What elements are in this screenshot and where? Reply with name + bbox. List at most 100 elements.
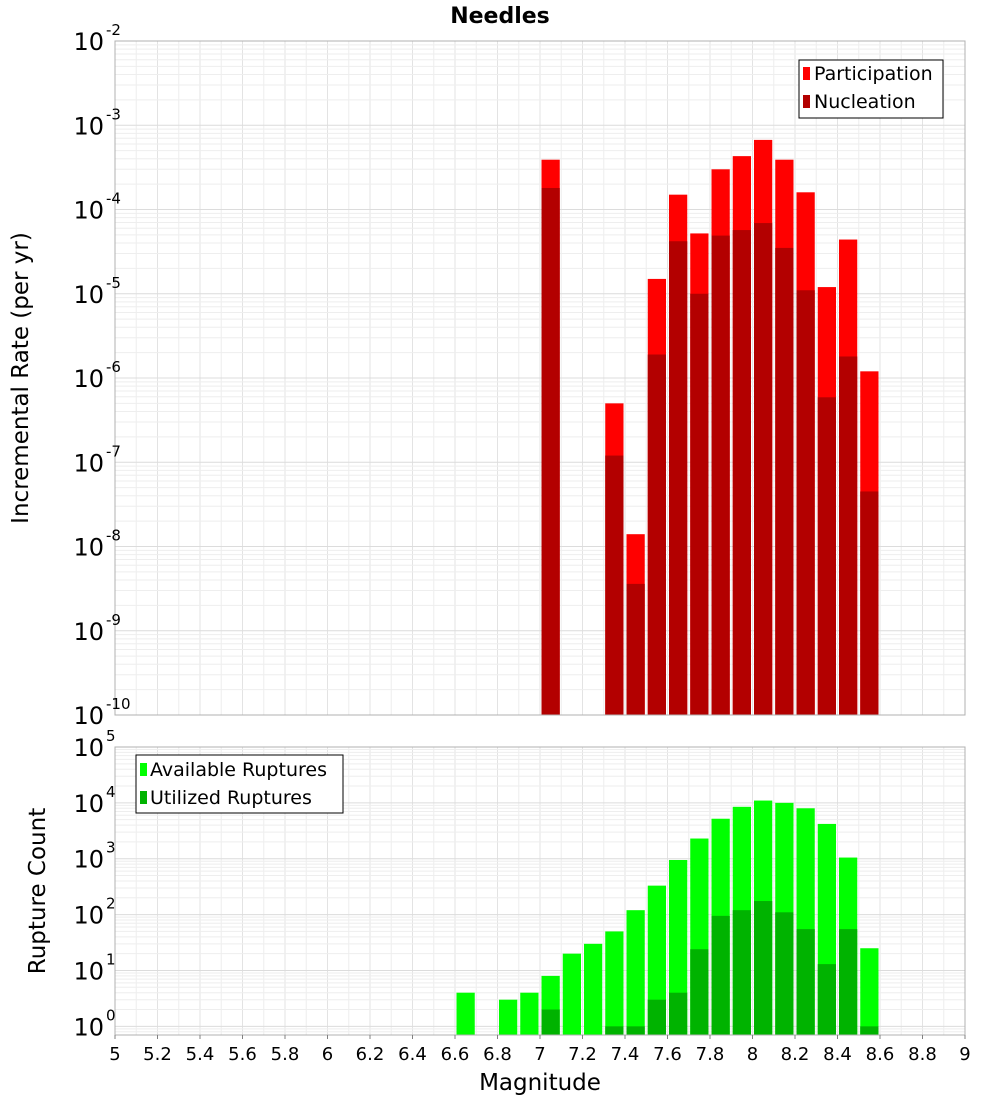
rate-bar-nucleation — [626, 583, 645, 715]
legend-swatch-available — [140, 763, 147, 776]
rate-y-tick-exponent: -5 — [106, 274, 121, 292]
rate-y-tick-exponent: -2 — [106, 21, 121, 39]
count-bar-available-ruptures — [669, 859, 688, 1035]
x-tick-label: 8 — [747, 1044, 758, 1065]
count-y-tick-exponent: 5 — [106, 727, 116, 745]
x-ticks: 5 5.2 5.4 5.6 5.8 6 6.2 6.4 6.6 6.8 7 7.2 7.4 7.6 7.8 8… — [109, 1035, 971, 1065]
x-tick-label: 9 — [959, 1044, 970, 1065]
x-tick-label: 8.2 — [781, 1044, 810, 1065]
count-y-tick-exponent: 0 — [106, 1006, 116, 1024]
count-bar-available-ruptures — [626, 910, 645, 1035]
count-y-tick-label: 10 — [73, 846, 104, 874]
count-bar-utilized-ruptures — [775, 912, 794, 1035]
rate-bar-nucleation — [669, 241, 688, 715]
count-y-tick-exponent: 1 — [106, 950, 116, 968]
count-bar-utilized-ruptures — [796, 929, 815, 1035]
rate-y-tick-label: 10 — [73, 281, 104, 309]
count-y-tick-label: 10 — [73, 1013, 104, 1041]
rate-y-tick-label: 10 — [73, 112, 104, 140]
count-legend-box — [135, 754, 344, 814]
rate-bar-nucleation — [690, 293, 709, 715]
rate-y-tick-label: 10 — [73, 197, 104, 225]
x-tick-label: 6.6 — [441, 1044, 470, 1065]
x-tick-label: 6.8 — [483, 1044, 512, 1065]
rate-y-tick-label: 10 — [73, 28, 104, 56]
count-y-tick-label: 10 — [73, 957, 104, 985]
x-tick-label: 5.2 — [143, 1044, 172, 1065]
x-tick-label: 7 — [534, 1044, 545, 1065]
legend-label-utilized: Utilized Ruptures — [150, 787, 312, 809]
count-bar-available-ruptures — [456, 992, 475, 1035]
count-bar-available-ruptures — [605, 931, 624, 1035]
count-y-tick-exponent: 3 — [106, 839, 116, 857]
rate-y-tick-exponent: -8 — [106, 527, 121, 545]
count-y-tick-exponent: 2 — [106, 895, 116, 913]
rate-bar-nucleation — [541, 187, 560, 715]
rate-y-tick-label: 10 — [73, 449, 104, 477]
rate-y-tick-exponent: -7 — [106, 442, 121, 460]
rate-y-tick-exponent: -9 — [106, 611, 121, 629]
rate-bar-nucleation — [647, 354, 666, 715]
count-bar-utilized-ruptures — [732, 910, 751, 1035]
rate-y-tick-exponent: -6 — [106, 358, 121, 376]
rate-plot-frame — [114, 40, 966, 716]
legend-swatch-nucleation — [803, 95, 810, 108]
rate-bar-nucleation — [754, 223, 773, 715]
count-y-tick-label: 10 — [73, 734, 104, 762]
count-bar-available-ruptures — [584, 943, 603, 1035]
x-tick-label: 5 — [109, 1044, 120, 1065]
legend-label-available: Available Ruptures — [150, 759, 327, 781]
count-bar-utilized-ruptures — [690, 949, 709, 1035]
count-legend: Available Ruptures Utilized Ruptures — [135, 754, 344, 814]
x-tick-label: 7.4 — [611, 1044, 640, 1065]
rate-y-tick-label: 10 — [73, 618, 104, 646]
x-tick-label: 6.2 — [356, 1044, 385, 1065]
count-bar-utilized-ruptures — [647, 999, 666, 1035]
rate-y-tick-label: 10 — [73, 365, 104, 393]
rate-bars — [541, 139, 879, 716]
count-grid — [114, 746, 966, 1036]
rate-legend: Participation Nucleation — [798, 59, 944, 119]
count-y-axis-title: Rupture Count — [25, 808, 51, 974]
x-tick-label: 6.4 — [398, 1044, 427, 1065]
x-tick-label: 5.8 — [271, 1044, 300, 1065]
rate-bar-nucleation — [796, 290, 815, 715]
rate-bar-nucleation — [605, 455, 624, 715]
rate-grid — [114, 40, 966, 716]
count-bar-available-ruptures — [499, 999, 518, 1035]
x-tick-label: 7.6 — [653, 1044, 682, 1065]
rate-y-tick-exponent: -3 — [106, 105, 121, 123]
rate-bar-nucleation — [860, 491, 879, 715]
x-tick-label: 5.6 — [228, 1044, 257, 1065]
x-tick-label: 6 — [322, 1044, 333, 1065]
count-bar-available-ruptures — [520, 992, 539, 1035]
rate-bar-nucleation — [817, 397, 836, 715]
legend-swatch-participation — [803, 67, 810, 80]
rate-bar-nucleation — [775, 247, 794, 715]
count-bar-utilized-ruptures — [669, 992, 688, 1035]
x-axis-title: Magnitude — [479, 1070, 601, 1096]
count-bar-utilized-ruptures — [754, 901, 773, 1035]
count-bar-utilized-ruptures — [839, 929, 858, 1035]
count-bar-available-ruptures — [647, 885, 666, 1035]
rate-bar-nucleation — [711, 235, 730, 715]
legend-label-participation: Participation — [814, 63, 933, 85]
legend-label-nucleation: Nucleation — [814, 91, 916, 113]
rate-y-tick-exponent: -10 — [106, 695, 131, 713]
count-y-tick-label: 10 — [73, 902, 104, 930]
x-tick-label: 5.4 — [186, 1044, 215, 1065]
count-y-tick-label: 10 — [73, 790, 104, 818]
x-tick-label: 8.4 — [823, 1044, 852, 1065]
count-bar-utilized-ruptures — [817, 964, 836, 1035]
rate-bar-nucleation — [732, 230, 751, 715]
count-bar-utilized-ruptures — [626, 1026, 645, 1035]
x-tick-label: 8.6 — [866, 1044, 895, 1065]
rate-y-tick-exponent: -4 — [106, 190, 121, 208]
rate-y-tick-label: 10 — [73, 702, 104, 730]
count-bars — [456, 800, 879, 1035]
